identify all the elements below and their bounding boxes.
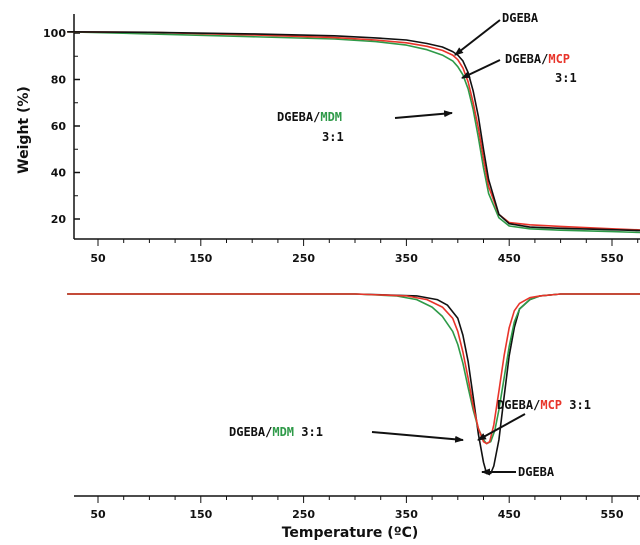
tga-arrow-mcp (461, 59, 501, 79)
tga-y-tick-label-20: 20 (51, 213, 67, 226)
dtg-panel: 50 150 250 350 450 550 Temperature (ºC) DGEBA… (67, 293, 640, 541)
dtg-label-dgeba: DGEBA (518, 465, 555, 479)
tga-y-tick-label-100: 100 (43, 27, 66, 40)
tga-y-tick-label-40: 40 (51, 167, 67, 180)
dtg-line-dgeba-mcp-3-1 (67, 293, 640, 445)
tga-line-dgeba (67, 31, 640, 232)
dtg-series-lines (67, 293, 640, 475)
dtg-line-dgeba-mdm-3-1 (67, 293, 640, 445)
tga-x-tick-label-150: 150 (189, 252, 212, 265)
dtg-x-tick-label-450: 450 (498, 508, 521, 521)
tga-line-dgeba-mdm-3-1 (67, 31, 640, 234)
tga-x-ticks: 50 150 250 350 450 550 (90, 239, 639, 265)
tga-label-mdm: DGEBA/MDM (277, 110, 342, 124)
tga-x-tick-label-350: 350 (395, 252, 418, 265)
tga-x-tick-label-550: 550 (601, 252, 624, 265)
tga-label-mdm-ratio: 3:1 (322, 130, 344, 144)
dtg-x-tick-label-550: 550 (601, 508, 624, 521)
dtg-arrow-mdm (371, 431, 464, 443)
dtg-arrow-mcp (477, 413, 526, 441)
tga-y-ticks: 20 40 60 80 100 (43, 27, 80, 226)
dtg-x-tick-label-50: 50 (90, 508, 106, 521)
dtg-x-tick-label-150: 150 (189, 508, 212, 521)
tga-x-tick-label-450: 450 (498, 252, 521, 265)
tga-panel: 20 40 60 80 100 50 150 250 350 450 550 Weight (%)… (16, 11, 640, 265)
dtg-label-mdm: DGEBA/MDM 3:1 (229, 425, 323, 439)
dtg-label-mcp: DGEBA/MCP 3:1 (497, 398, 591, 412)
tga-label-dgeba: DGEBA (502, 11, 539, 25)
tga-y-tick-label-60: 60 (51, 120, 67, 133)
tga-label-mcp-ratio: 3:1 (555, 71, 577, 85)
dtg-x-ticks: 50 150 250 350 450 550 (90, 496, 639, 521)
tga-y-tick-label-80: 80 (51, 74, 67, 87)
dtg-x-axis-title: Temperature (ºC) (282, 525, 419, 541)
tga-label-mcp: DGEBA/MCP (505, 52, 570, 66)
tga-y-axis-title: Weight (%) (16, 86, 32, 174)
dtg-x-tick-label-250: 250 (292, 508, 315, 521)
tga-x-tick-label-50: 50 (90, 252, 106, 265)
dtg-line-dgeba (67, 293, 640, 475)
tga-x-tick-label-250: 250 (292, 252, 315, 265)
tga-arrow-dgeba (454, 19, 501, 56)
tga-arrow-mdm (394, 110, 453, 119)
dtg-x-tick-label-350: 350 (395, 508, 418, 521)
